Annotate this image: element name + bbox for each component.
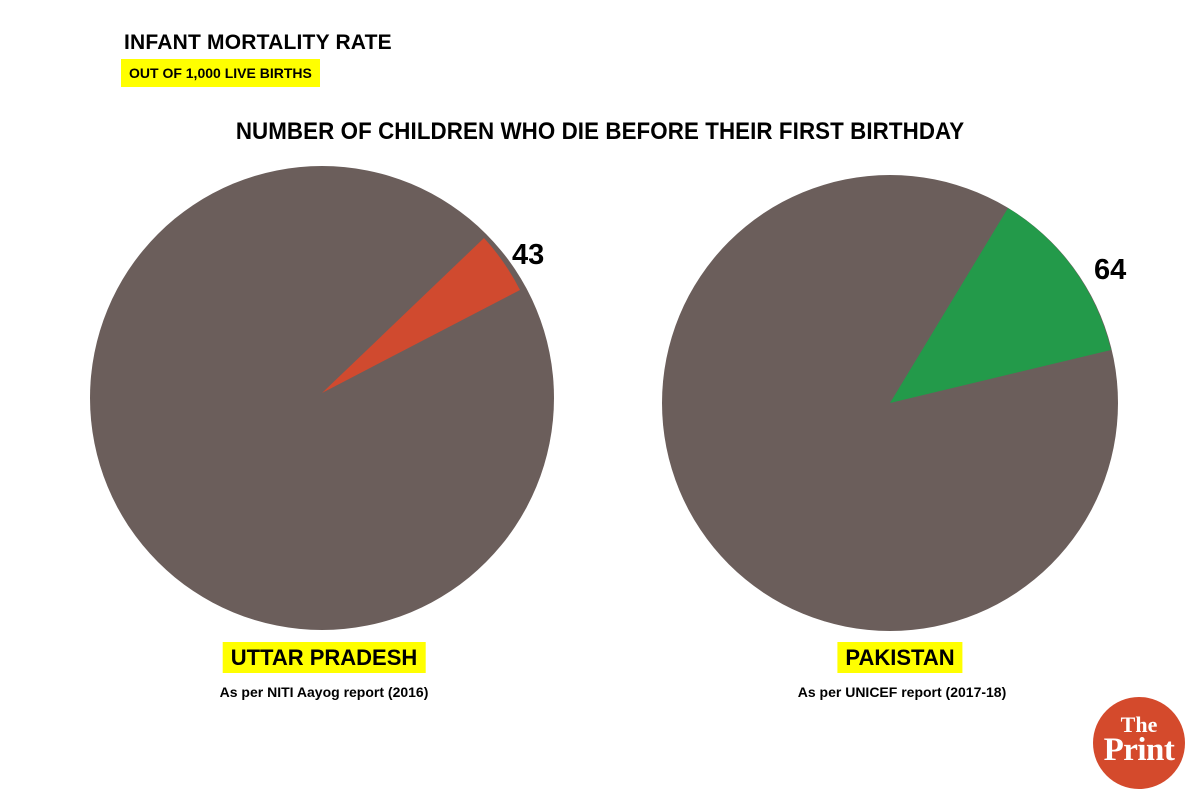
- theprint-logo: The Print: [1093, 697, 1185, 789]
- source-note-uttar-pradesh: As per NITI Aayog report (2016): [219, 684, 429, 700]
- pie-slice-up-deaths: [322, 238, 520, 393]
- pie-pakistan: 64: [662, 175, 1126, 631]
- logo-line-2: Print: [1103, 732, 1175, 768]
- chart-title: INFANT MORTALITY RATE: [124, 31, 392, 54]
- chart-headline: NUMBER OF CHILDREN WHO DIE BEFORE THEIR …: [235, 118, 965, 145]
- pie-uttar-pradesh: 43: [90, 166, 554, 630]
- source-note-pakistan: As per UNICEF report (2017-18): [797, 684, 1007, 700]
- chart-subtitle-badge: OUT OF 1,000 LIVE BIRTHS: [121, 59, 320, 87]
- pie-base-slice-up: [90, 166, 554, 630]
- region-label-pakistan: PAKISTAN: [837, 642, 963, 673]
- logo-line-1: The: [1120, 712, 1158, 737]
- value-label-up: 43: [512, 239, 544, 271]
- region-label-uttar-pradesh: UTTAR PRADESH: [222, 642, 426, 673]
- value-label-pk: 64: [1094, 254, 1126, 286]
- pie-slice-pk-deaths: [890, 208, 1111, 403]
